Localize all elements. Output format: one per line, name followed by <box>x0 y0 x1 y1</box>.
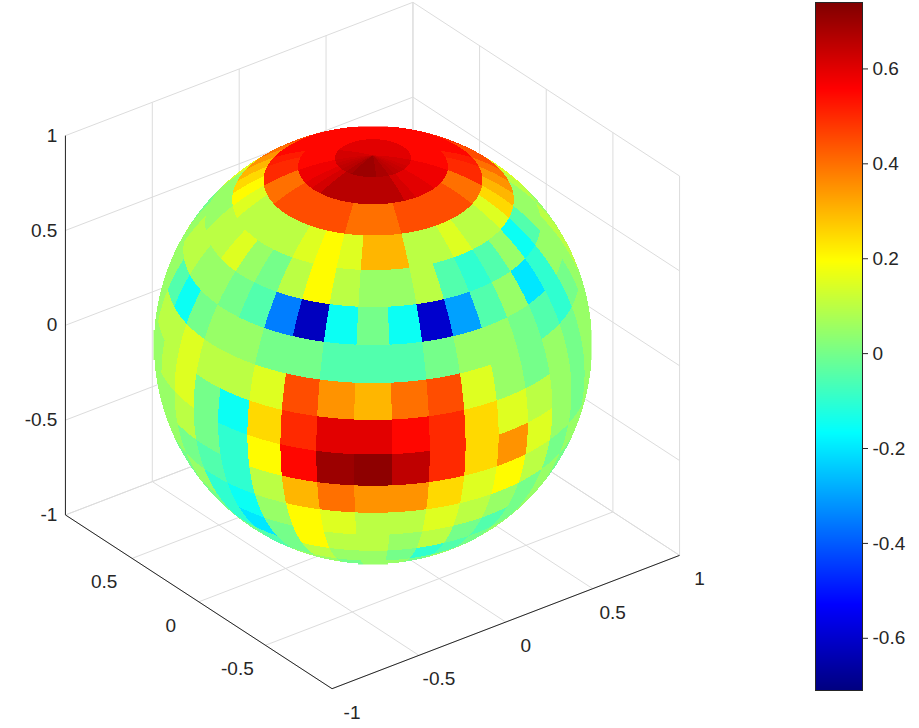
svg-text:0: 0 <box>165 615 176 636</box>
svg-text:1: 1 <box>694 568 705 589</box>
svg-text:0.5: 0.5 <box>91 571 117 592</box>
svg-text:0: 0 <box>521 635 532 656</box>
svg-text:0: 0 <box>47 314 58 335</box>
svg-text:-1: -1 <box>344 702 361 723</box>
svg-text:0.5: 0.5 <box>31 220 57 241</box>
svg-text:-1: -1 <box>41 504 58 525</box>
svg-text:-0.2: -0.2 <box>873 438 906 459</box>
svg-text:-0.5: -0.5 <box>25 409 58 430</box>
svg-text:-0.5: -0.5 <box>423 668 456 689</box>
svg-text:0.5: 0.5 <box>599 602 625 623</box>
svg-text:0.4: 0.4 <box>873 153 900 174</box>
svg-text:-0.4: -0.4 <box>873 532 906 553</box>
svg-text:-0.6: -0.6 <box>873 627 906 648</box>
svg-text:0: 0 <box>873 343 884 364</box>
svg-text:1: 1 <box>47 125 58 146</box>
svg-text:0.6: 0.6 <box>873 58 899 79</box>
svg-text:-0.5: -0.5 <box>221 658 254 679</box>
svg-text:0.2: 0.2 <box>873 248 899 269</box>
